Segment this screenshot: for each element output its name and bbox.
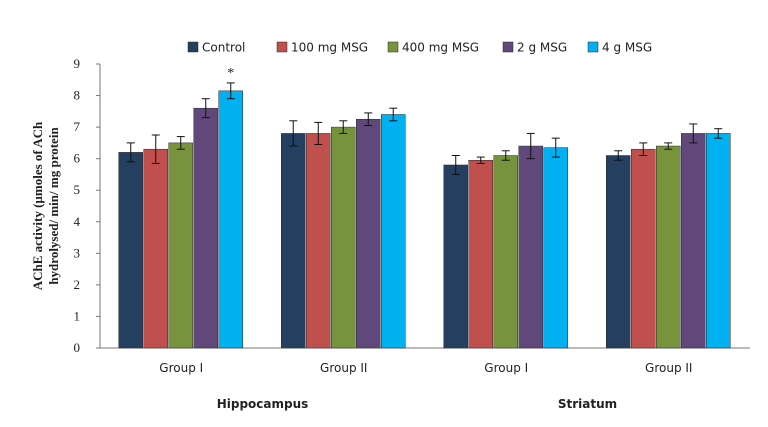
group-label: Striatum: [558, 397, 617, 411]
legend-swatch: [587, 41, 599, 53]
legend-label: 100 mg MSG: [291, 41, 368, 55]
bar: [468, 159, 493, 349]
y-axis-label: AChE activity (µmoles of ACh hydrolysed/ …: [30, 121, 61, 290]
legend-label: Control: [202, 41, 245, 55]
annotations: *: [227, 66, 234, 81]
bar: [168, 142, 193, 349]
bar: [281, 133, 306, 349]
y-tick-label: 0: [74, 340, 81, 355]
y-axis: 0 1 2 3 4 5 6 7 8 9: [74, 56, 101, 355]
legend-item: 2 g MSG: [502, 41, 567, 55]
bar: [331, 126, 356, 349]
bar: [518, 145, 543, 349]
y-axis-label-line: AChE activity (µmoles of ACh: [30, 121, 45, 290]
bar: [681, 133, 706, 349]
x-tick-label: Group II: [320, 361, 367, 375]
bar: [443, 164, 468, 349]
x-tick-label: Group II: [645, 361, 692, 375]
y-tick-label: 5: [74, 182, 81, 197]
bar: [118, 152, 143, 349]
legend-swatch: [387, 41, 399, 53]
bar: [306, 133, 331, 349]
bar: [143, 148, 168, 349]
x-tick-label: Group I: [159, 361, 203, 375]
legend-swatch: [276, 41, 288, 53]
legend-swatch: [187, 41, 199, 53]
group-label: Hippocampus: [217, 397, 309, 411]
legend-item: 4 g MSG: [587, 41, 652, 55]
y-tick-label: 9: [74, 56, 81, 71]
y-tick-label: 2: [74, 277, 81, 292]
y-tick-label: 3: [74, 245, 81, 260]
bar: [381, 114, 406, 349]
y-tick-label: 6: [74, 151, 81, 166]
y-axis-label-line: hydrolysed/ min/ mg protein: [46, 127, 61, 285]
x-axis: Group I Group II Group I Group II Hippocampu…: [100, 347, 750, 411]
bar: [656, 145, 681, 349]
bar: [706, 133, 731, 349]
bar: [543, 147, 568, 349]
y-tick-label: 7: [74, 119, 81, 134]
legend-item: Control: [187, 41, 245, 55]
bar: [493, 155, 518, 349]
y-tick-label: 1: [74, 308, 81, 323]
bar: [631, 148, 656, 349]
significance-marker: *: [227, 66, 234, 81]
bar: [356, 118, 381, 349]
legend: Control 100 mg MSG 400 mg MSG 2 g MSG 4 g MS…: [187, 41, 652, 55]
bar: [218, 90, 243, 349]
y-tick-label: 8: [74, 88, 81, 103]
error-bars: [126, 82, 723, 175]
legend-label: 4 g MSG: [602, 41, 652, 55]
bars: [118, 90, 731, 349]
legend-item: 100 mg MSG: [276, 41, 368, 55]
bar: [606, 155, 631, 349]
legend-swatch: [502, 41, 514, 53]
x-tick-label: Group I: [484, 361, 528, 375]
legend-item: 400 mg MSG: [387, 41, 479, 55]
legend-label: 400 mg MSG: [402, 41, 479, 55]
y-tick-label: 4: [74, 214, 81, 229]
bar: [193, 107, 218, 349]
legend-label: 2 g MSG: [517, 41, 567, 55]
